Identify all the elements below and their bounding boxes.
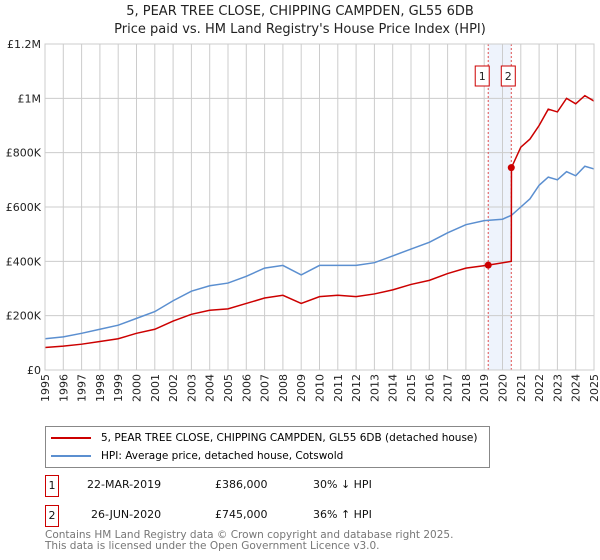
sale-point-marker bbox=[484, 261, 492, 269]
x-tick-label: 2025 bbox=[588, 374, 600, 402]
x-tick-label: 2011 bbox=[332, 374, 345, 402]
legend-label: 5, PEAR TREE CLOSE, CHIPPING CAMPDEN, GL… bbox=[101, 432, 478, 444]
x-tick-label: 2003 bbox=[185, 374, 198, 402]
transaction-price: £386,000 bbox=[215, 478, 268, 491]
plot-border bbox=[44, 43, 595, 371]
y-tick-label: £600K bbox=[6, 201, 42, 214]
y-tick-label: £0 bbox=[27, 364, 41, 377]
x-tick-label: 2001 bbox=[149, 374, 162, 402]
x-tick-label: 2005 bbox=[222, 374, 235, 402]
x-tick-label: 2010 bbox=[314, 374, 327, 402]
transaction-hpi: 36% ↑ HPI bbox=[313, 508, 372, 521]
line-chart: 1995 1996 1997 1998 1999 2000 2001 2002 2003 2004… bbox=[6, 38, 600, 402]
legend-swatch-red bbox=[51, 437, 91, 439]
chart-title: 5, PEAR TREE CLOSE, CHIPPING CAMPDEN, GL… bbox=[126, 4, 474, 19]
series-line bbox=[44, 165, 595, 340]
footer-line: Contains HM Land Registry data © Crown c… bbox=[45, 529, 454, 541]
transaction-badge: 1 bbox=[45, 475, 59, 497]
x-tick-label: 2000 bbox=[131, 374, 144, 402]
annotation-badge bbox=[500, 65, 516, 87]
legend: 5, PEAR TREE CLOSE, CHIPPING CAMPDEN, GL… bbox=[45, 426, 490, 468]
x-tick-label: 2006 bbox=[240, 374, 253, 402]
x-tick-label: 1999 bbox=[112, 374, 125, 402]
x-tick-label: 2014 bbox=[387, 374, 400, 402]
x-tick-label: 2002 bbox=[167, 374, 180, 402]
x-tick-label: 2018 bbox=[460, 374, 473, 402]
x-tick-label: 2007 bbox=[259, 374, 272, 402]
y-tick-label: £400K bbox=[6, 255, 42, 268]
chart-subtitle: Price paid vs. HM Land Registry's House … bbox=[114, 22, 486, 37]
x-tick-label: 1997 bbox=[76, 374, 89, 402]
x-tick-label: 2022 bbox=[533, 374, 546, 402]
x-tick-label: 2009 bbox=[295, 374, 308, 402]
x-tick-label: 2016 bbox=[423, 374, 436, 402]
y-tick-label: £1.2M bbox=[7, 38, 41, 51]
sale-point-marker bbox=[507, 164, 515, 172]
legend-swatch-blue bbox=[51, 455, 91, 457]
x-tick-label: 2020 bbox=[497, 374, 510, 402]
x-tick-label: 2023 bbox=[551, 374, 564, 402]
annotation-label: 2 bbox=[505, 70, 512, 83]
x-tick-label: 1995 bbox=[39, 374, 52, 402]
legend-label: HPI: Average price, detached house, Cots… bbox=[101, 450, 344, 462]
y-tick-label: £200K bbox=[6, 310, 42, 323]
series-line bbox=[44, 94, 595, 349]
annotation-label: 1 bbox=[479, 70, 486, 83]
x-tick-label: 2015 bbox=[405, 374, 418, 402]
transaction-date: 22-MAR-2019 bbox=[87, 478, 162, 491]
x-tick-label: 2004 bbox=[204, 374, 217, 402]
x-tick-label: 1998 bbox=[94, 374, 107, 402]
x-tick-label: 1996 bbox=[57, 374, 70, 402]
footer: Contains HM Land Registry data © Crown c… bbox=[45, 530, 453, 552]
transaction-hpi: 30% ↓ HPI bbox=[313, 478, 372, 491]
transaction-date: 26-JUN-2020 bbox=[91, 508, 162, 521]
y-tick-label: £1M bbox=[18, 92, 42, 105]
x-tick-label: 2008 bbox=[277, 374, 290, 402]
legend-item-property: 5, PEAR TREE CLOSE, CHIPPING CAMPDEN, GL… bbox=[51, 429, 477, 447]
footer-line: This data is licensed under the Open Gov… bbox=[45, 540, 380, 552]
annotation-badge bbox=[474, 65, 490, 87]
x-tick-label: 2013 bbox=[368, 374, 381, 402]
legend-item-hpi: HPI: Average price, detached house, Cots… bbox=[51, 447, 343, 465]
transaction-price: £745,000 bbox=[215, 508, 268, 521]
x-tick-label: 2017 bbox=[442, 374, 455, 402]
x-tick-label: 2024 bbox=[570, 374, 583, 402]
x-tick-label: 2019 bbox=[478, 374, 491, 402]
x-tick-label: 2021 bbox=[515, 374, 528, 402]
transaction-badge: 2 bbox=[45, 505, 59, 527]
x-tick-label: 2012 bbox=[350, 374, 363, 402]
y-tick-label: £800K bbox=[6, 147, 42, 160]
